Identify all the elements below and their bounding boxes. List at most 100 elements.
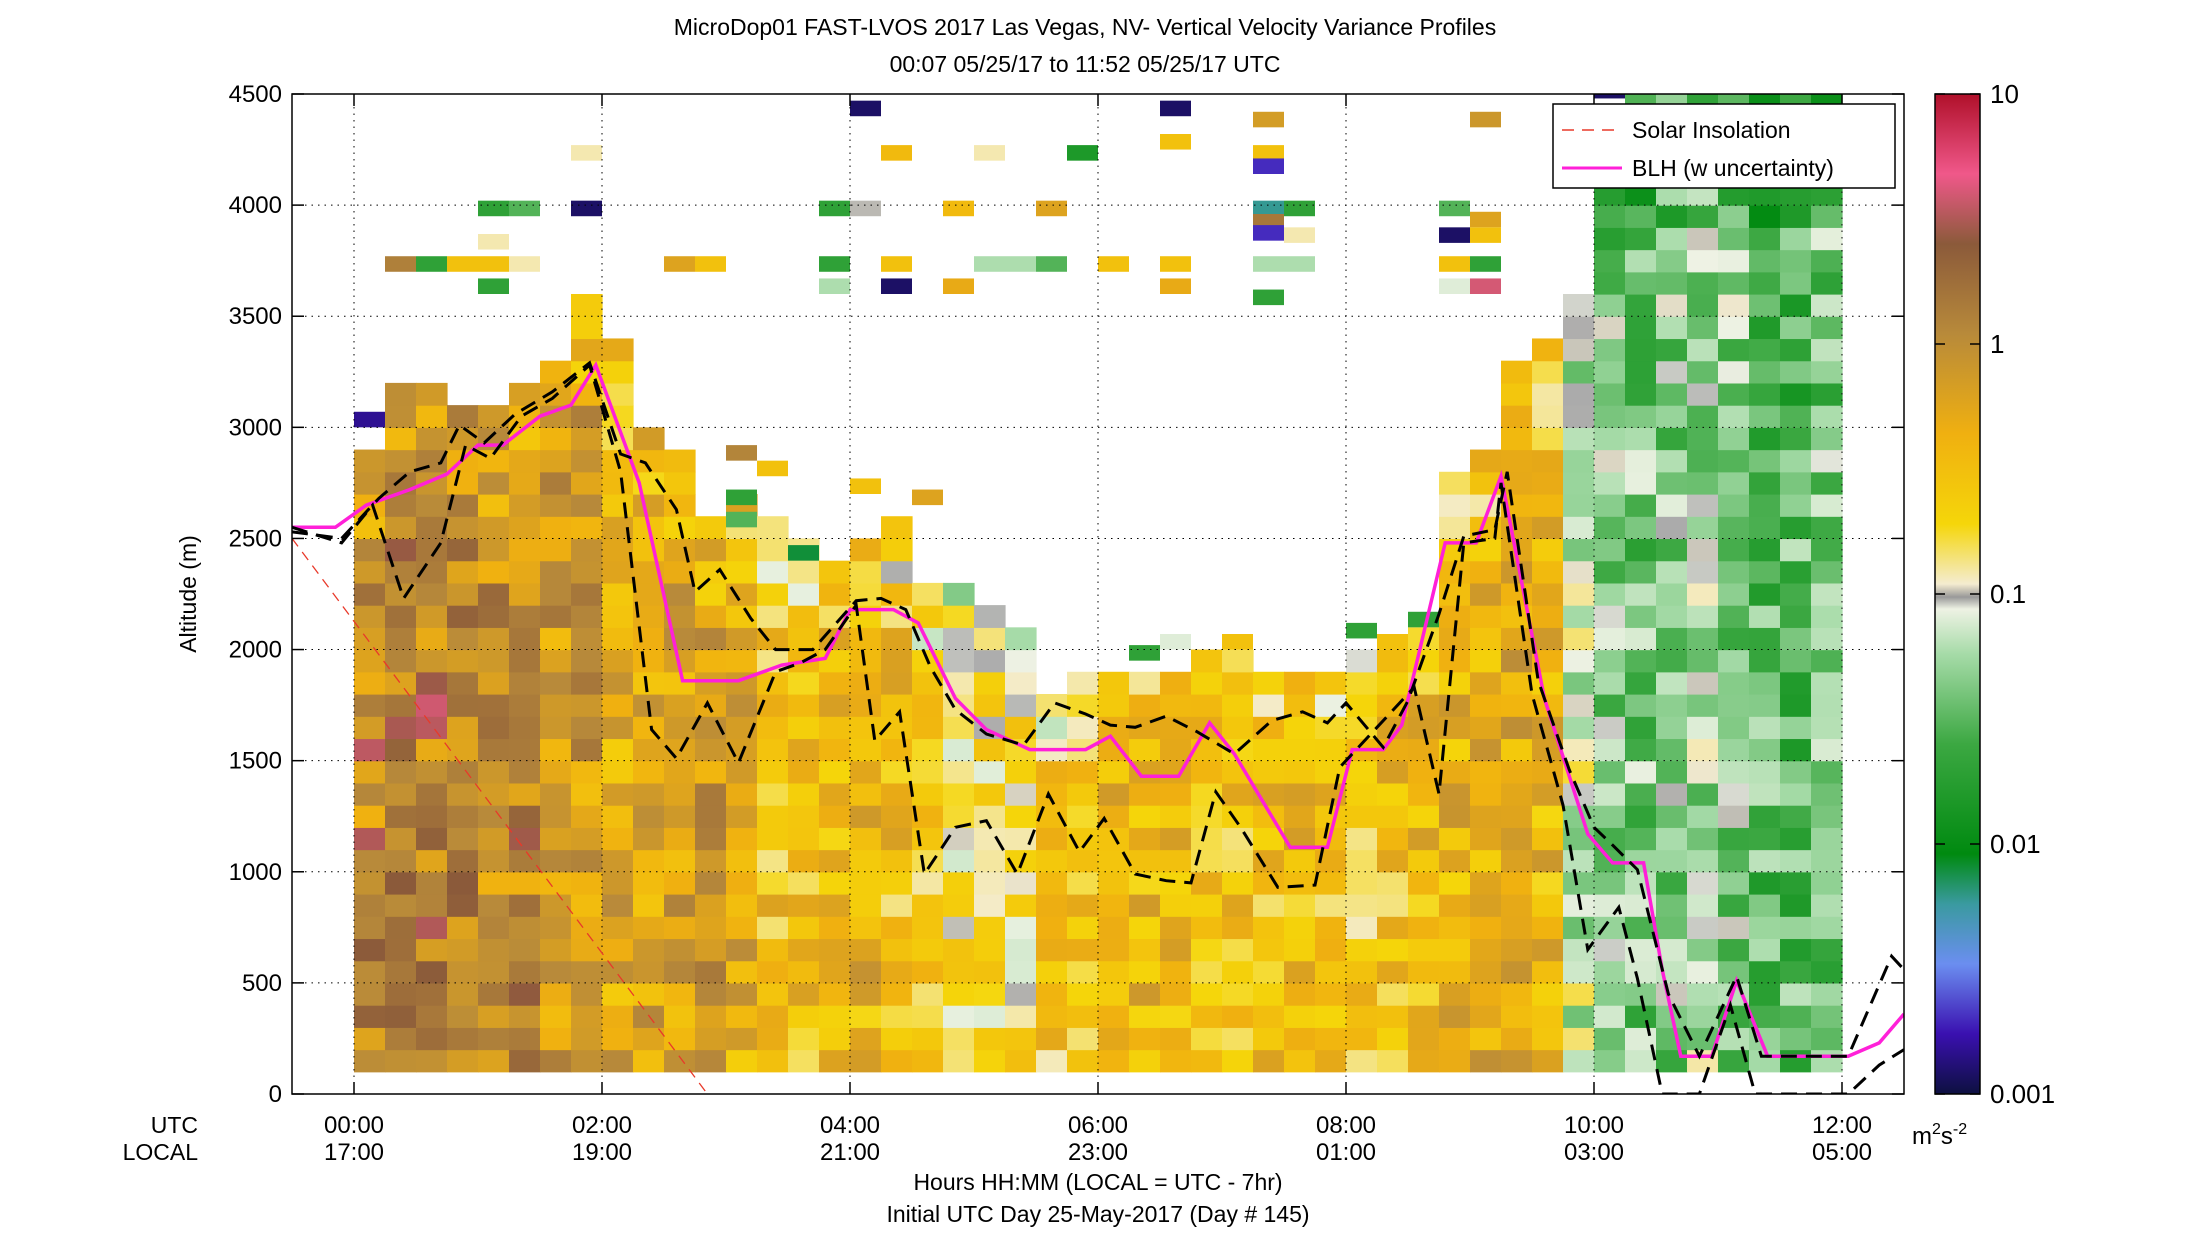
y-tick-label: 3500 bbox=[229, 303, 282, 330]
heatmap-cell bbox=[1687, 694, 1719, 717]
heatmap-cell bbox=[1563, 938, 1595, 962]
heatmap-cell bbox=[447, 405, 479, 428]
heatmap-cell bbox=[1749, 294, 1781, 317]
heatmap-cell bbox=[1222, 1049, 1254, 1073]
heatmap-cell bbox=[819, 982, 851, 1006]
heatmap-cell bbox=[1222, 716, 1254, 740]
x-tick-label-utc: 10:00 bbox=[1564, 1112, 1624, 1139]
heatmap-cell bbox=[1656, 427, 1688, 451]
heatmap-cell-sparse bbox=[912, 489, 943, 506]
heatmap-cell bbox=[819, 1027, 851, 1051]
heatmap-cell bbox=[1005, 982, 1037, 1006]
heatmap-cell bbox=[1129, 1027, 1161, 1051]
heatmap-cell bbox=[478, 605, 510, 628]
heatmap-cell bbox=[1780, 227, 1812, 251]
heatmap-cell bbox=[881, 694, 913, 717]
heatmap-cell bbox=[788, 871, 820, 895]
heatmap-cell bbox=[478, 871, 510, 895]
heatmap-cell bbox=[633, 627, 665, 651]
heatmap-cell bbox=[881, 560, 913, 584]
heatmap-cell bbox=[757, 605, 789, 628]
heatmap-cell bbox=[1749, 360, 1781, 384]
heatmap-cell bbox=[943, 849, 975, 873]
heatmap-cell bbox=[974, 1005, 1006, 1028]
heatmap-cell bbox=[1749, 271, 1781, 295]
heatmap-cell bbox=[1749, 760, 1781, 784]
heatmap-cell bbox=[1005, 649, 1037, 673]
heatmap-cell bbox=[1625, 827, 1657, 851]
heatmap-cell bbox=[354, 871, 386, 895]
heatmap-cell bbox=[1284, 738, 1316, 762]
heatmap-cell bbox=[1780, 916, 1812, 940]
heatmap-cell bbox=[1067, 694, 1099, 717]
heatmap-cell bbox=[1501, 871, 1533, 895]
heatmap-cell bbox=[1408, 782, 1440, 806]
heatmap-cell bbox=[1780, 338, 1812, 362]
heatmap-cell bbox=[1625, 405, 1657, 428]
heatmap-cell bbox=[1718, 205, 1750, 228]
heatmap-cell bbox=[1811, 1049, 1843, 1073]
heatmap-cell bbox=[1501, 671, 1533, 695]
heatmap-cell bbox=[1718, 1027, 1750, 1051]
heatmap-cell bbox=[974, 982, 1006, 1006]
heatmap-cell bbox=[385, 1027, 417, 1051]
heatmap-cell-sparse bbox=[664, 256, 695, 272]
heatmap-cell bbox=[1346, 960, 1378, 984]
heatmap-cell-sparse bbox=[1470, 256, 1501, 272]
heatmap-cell bbox=[881, 671, 913, 695]
heatmap-cell bbox=[385, 916, 417, 940]
heatmap-cell bbox=[850, 871, 882, 895]
heatmap-cell bbox=[1222, 849, 1254, 873]
heatmap-cell bbox=[1501, 605, 1533, 628]
heatmap-cell bbox=[664, 694, 696, 717]
heatmap-cell bbox=[478, 405, 510, 428]
heatmap-cell bbox=[1594, 205, 1626, 228]
heatmap-cell bbox=[571, 471, 603, 495]
heatmap-cell bbox=[695, 916, 727, 940]
heatmap-cell bbox=[416, 649, 448, 673]
heatmap-cell bbox=[571, 449, 603, 473]
heatmap-cell bbox=[1253, 1027, 1285, 1051]
heatmap-cell bbox=[726, 582, 758, 606]
heatmap-cell bbox=[757, 805, 789, 828]
heatmap-cell bbox=[1780, 760, 1812, 784]
heatmap-cell bbox=[602, 671, 634, 695]
heatmap-cell bbox=[1315, 871, 1347, 895]
heatmap-cell bbox=[726, 782, 758, 806]
heatmap-cell bbox=[1501, 760, 1533, 784]
heatmap-cell bbox=[540, 582, 572, 606]
heatmap-cell bbox=[1005, 1027, 1037, 1051]
heatmap-cell bbox=[478, 582, 510, 606]
heatmap-cell bbox=[602, 560, 634, 584]
heatmap-cell bbox=[1687, 338, 1719, 362]
heatmap-cell bbox=[1687, 360, 1719, 384]
heatmap-cell bbox=[1780, 360, 1812, 384]
heatmap-cell bbox=[478, 538, 510, 562]
heatmap-cell bbox=[509, 538, 541, 562]
heatmap-cell bbox=[1563, 382, 1595, 406]
x-tick-label-utc: 00:00 bbox=[324, 1112, 384, 1139]
heatmap-cell bbox=[788, 582, 820, 606]
heatmap-cell bbox=[757, 1005, 789, 1028]
heatmap-cell bbox=[1129, 782, 1161, 806]
heatmap-cell bbox=[1656, 471, 1688, 495]
heatmap-cell bbox=[509, 1005, 541, 1028]
heatmap-cell bbox=[1439, 871, 1471, 895]
heatmap-cell bbox=[416, 894, 448, 917]
heatmap-cell bbox=[571, 871, 603, 895]
heatmap-cell bbox=[1656, 627, 1688, 651]
heatmap-cell-sparse bbox=[1067, 145, 1098, 161]
heatmap-cell bbox=[571, 605, 603, 628]
heatmap-cell bbox=[416, 627, 448, 651]
heatmap-cell-sparse bbox=[1470, 278, 1501, 294]
heatmap-cell bbox=[850, 782, 882, 806]
heatmap-cell-sparse bbox=[1160, 134, 1191, 150]
heatmap-cell bbox=[354, 938, 386, 962]
heatmap-cell bbox=[1563, 538, 1595, 562]
heatmap-cell bbox=[1687, 894, 1719, 917]
heatmap-cell bbox=[1594, 249, 1626, 273]
heatmap-cell bbox=[571, 316, 603, 340]
heatmap-cell bbox=[943, 760, 975, 784]
heatmap-cell bbox=[881, 1027, 913, 1051]
heatmap-cell bbox=[1656, 982, 1688, 1006]
